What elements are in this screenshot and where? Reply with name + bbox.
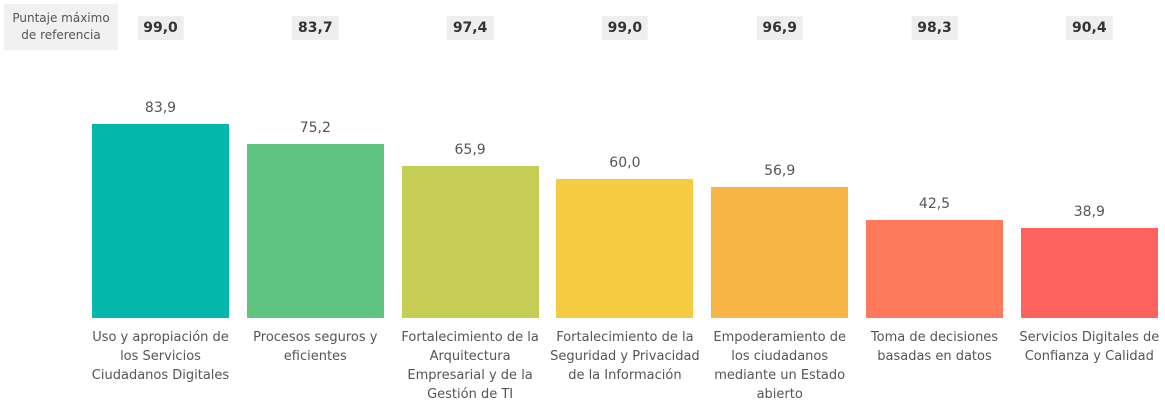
x-tick-label: Toma de decisiones basadas en datos <box>870 330 999 364</box>
bar <box>711 186 849 318</box>
reference-value: 90,4 <box>1066 16 1113 40</box>
x-tick-label: Procesos seguros y eficientes <box>253 330 378 364</box>
x-tick-label: Fortalecimiento de la Seguridad y Privac… <box>550 330 700 383</box>
x-tick-label: Uso y apropiación de los Servicios Ciuda… <box>91 330 230 383</box>
bar <box>246 144 384 318</box>
x-tick-label: Empoderamiento de los ciudadanos mediant… <box>713 330 846 402</box>
value-label: 75,2 <box>299 120 331 137</box>
value-label: 38,9 <box>1073 204 1105 221</box>
reference-value: 83,7 <box>292 16 339 40</box>
reference-value: 99,0 <box>137 16 184 40</box>
value-label: 42,5 <box>918 195 951 212</box>
bar <box>92 124 229 318</box>
reference-value: 97,4 <box>446 16 494 40</box>
bar <box>866 219 1003 318</box>
value-label: 83,9 <box>144 100 177 117</box>
bar <box>1020 228 1158 318</box>
x-tick-label: Fortalecimiento de la Arquitectura Empre… <box>401 330 539 402</box>
reference-value: 99,0 <box>601 16 649 40</box>
value-label: 65,9 <box>454 141 486 158</box>
bar <box>556 179 694 318</box>
value-label: 56,9 <box>764 162 796 179</box>
bar <box>401 165 539 318</box>
x-tick-label: Servicios Digitales de Confianza y Calid… <box>1019 330 1160 364</box>
value-label: 60,0 <box>609 155 641 172</box>
reference-title: Puntaje máximo de referencia <box>4 4 118 50</box>
reference-value: 98,3 <box>911 16 958 40</box>
reference-value: 96,9 <box>756 16 803 40</box>
